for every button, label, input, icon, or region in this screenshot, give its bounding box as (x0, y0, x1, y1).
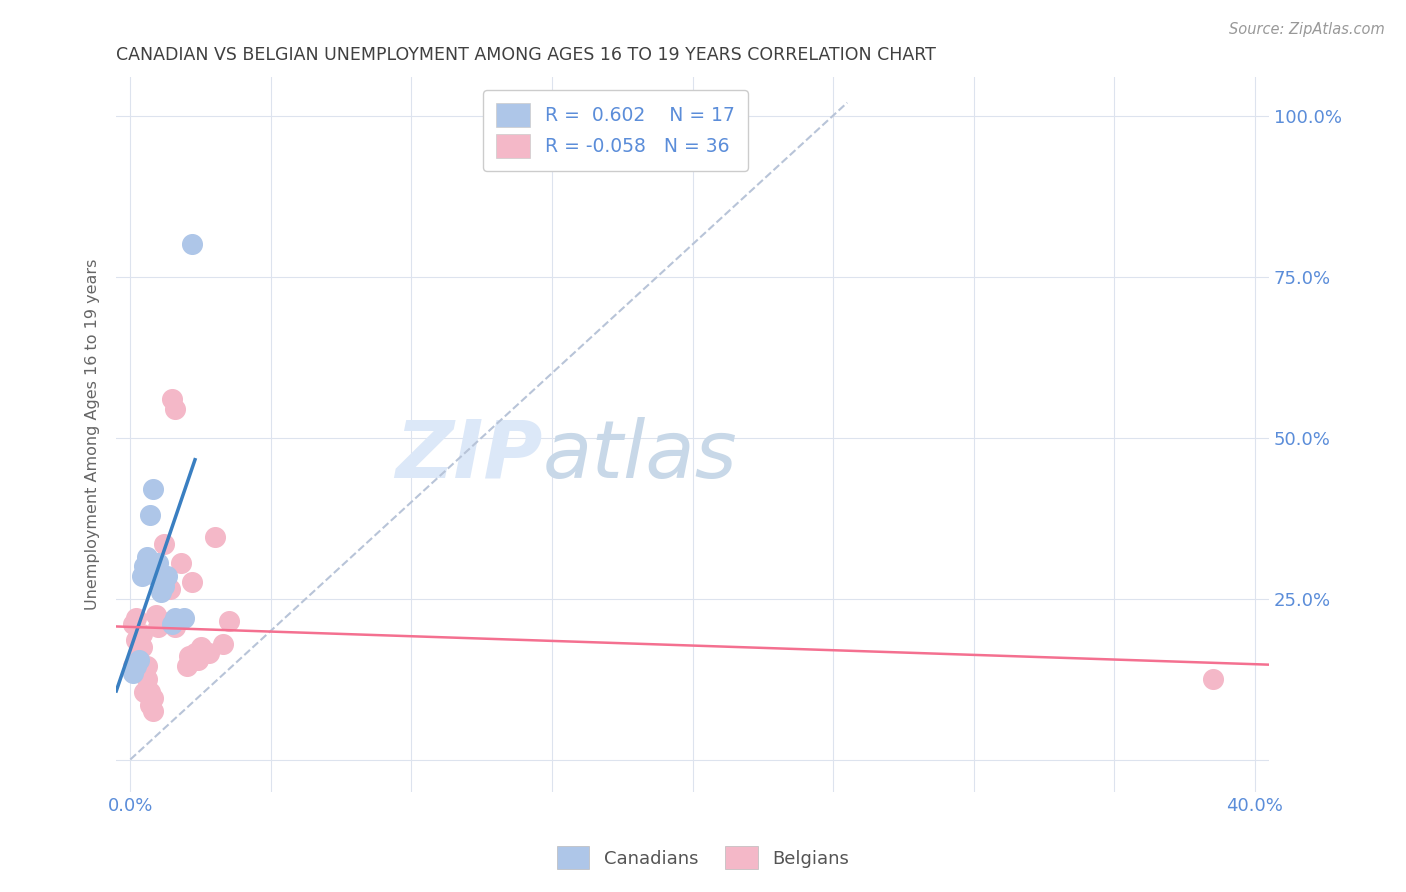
Point (181, 237, 204, 252)
Point (165, 401, 187, 416)
Point (134, 685, 156, 699)
Point (125, 659, 148, 673)
Text: atlas: atlas (543, 417, 738, 495)
Point (148, 620, 170, 634)
Point (170, 556, 193, 570)
Point (128, 653, 150, 667)
Point (145, 607, 167, 622)
Point (162, 392, 184, 406)
Point (122, 617, 145, 632)
Point (122, 665, 145, 680)
Point (131, 569, 153, 583)
Legend: R =  0.602    N = 17, R = -0.058   N = 36: R = 0.602 N = 17, R = -0.058 N = 36 (484, 90, 748, 171)
Point (184, 646, 207, 660)
Point (122, 659, 145, 673)
Point (190, 640, 212, 654)
Point (176, 659, 198, 673)
Point (198, 646, 221, 660)
Point (142, 482, 165, 496)
Legend: Canadians, Belgians: Canadians, Belgians (548, 838, 858, 879)
Point (150, 614, 173, 628)
Point (139, 685, 162, 699)
Point (128, 643, 150, 657)
Point (139, 698, 162, 712)
Point (136, 659, 159, 673)
Point (148, 556, 170, 570)
Point (204, 530, 226, 544)
Point (153, 579, 176, 593)
Text: ZIP: ZIP (395, 417, 543, 495)
Y-axis label: Unemployment Among Ages 16 to 19 years: Unemployment Among Ages 16 to 19 years (86, 259, 100, 610)
Point (218, 614, 240, 628)
Point (153, 537, 176, 551)
Point (179, 649, 201, 664)
Point (134, 665, 156, 680)
Point (131, 627, 153, 641)
Text: Source: ZipAtlas.com: Source: ZipAtlas.com (1229, 22, 1385, 37)
Point (156, 569, 179, 583)
Point (187, 653, 209, 667)
Point (150, 585, 173, 599)
Point (173, 611, 195, 625)
Point (131, 640, 153, 654)
Point (134, 559, 156, 574)
Point (125, 611, 148, 625)
Point (212, 637, 235, 651)
Point (136, 549, 159, 564)
Point (1202, 672, 1225, 686)
Point (142, 704, 165, 718)
Point (142, 691, 165, 706)
Point (159, 582, 181, 596)
Point (181, 575, 204, 590)
Point (136, 672, 159, 686)
Point (165, 611, 187, 625)
Point (165, 620, 187, 634)
Text: CANADIAN VS BELGIAN UNEMPLOYMENT AMONG AGES 16 TO 19 YEARS CORRELATION CHART: CANADIAN VS BELGIAN UNEMPLOYMENT AMONG A… (117, 46, 936, 64)
Point (139, 508, 162, 522)
Point (162, 617, 184, 632)
Point (125, 633, 148, 648)
Point (145, 569, 167, 583)
Point (128, 653, 150, 667)
